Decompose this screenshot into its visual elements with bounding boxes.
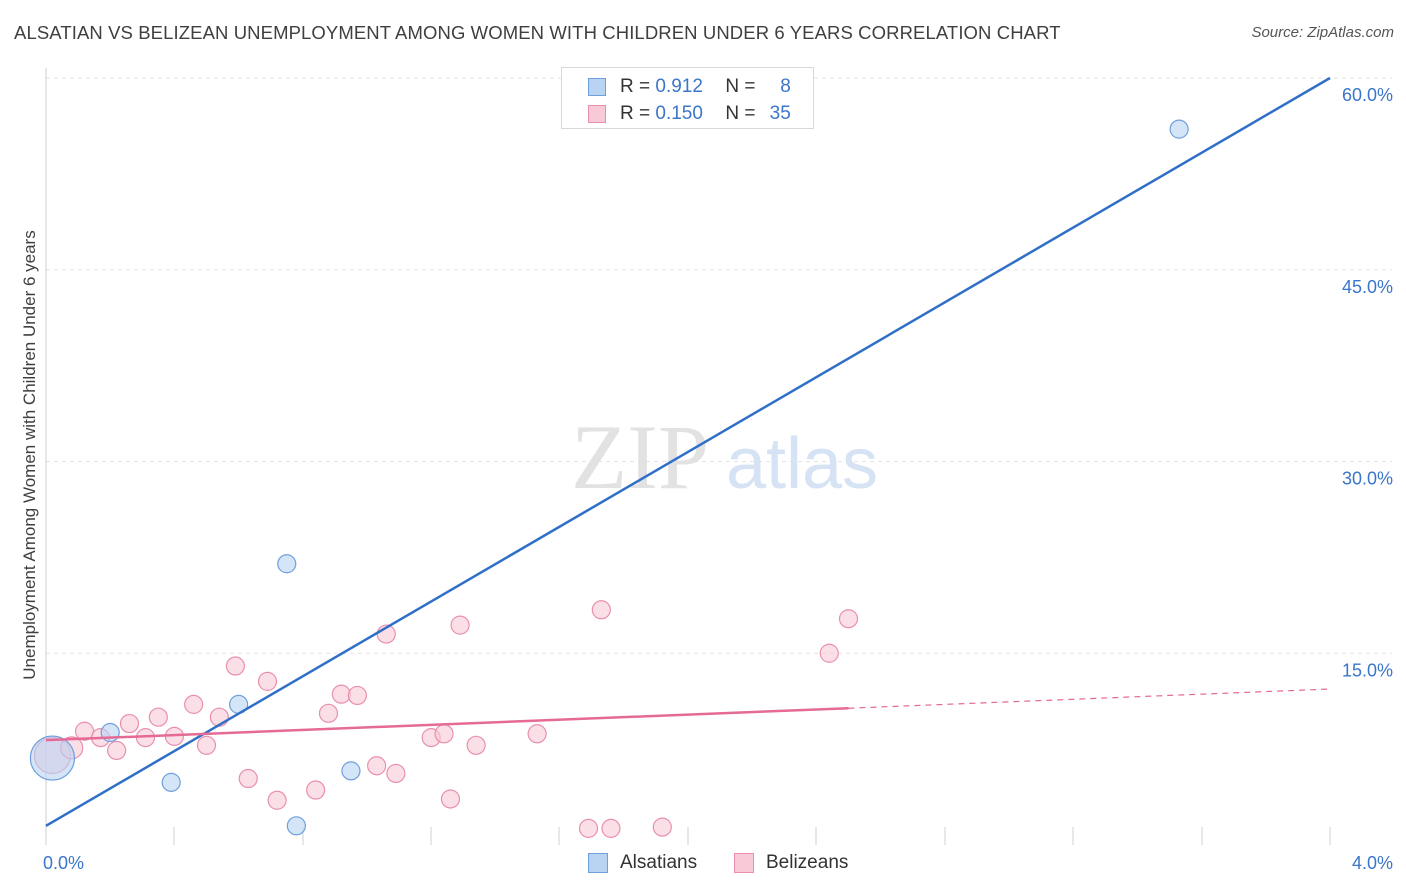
axis-layer bbox=[45, 68, 1331, 845]
legend-n-label: N = bbox=[725, 103, 756, 124]
y-tick-label: 30.0% bbox=[1342, 469, 1393, 489]
legend-r-value: 0.912 bbox=[655, 76, 703, 97]
belizean-point bbox=[578, 818, 599, 838]
series-label-belizeans: Belizeans bbox=[766, 852, 849, 873]
belizean-point bbox=[527, 724, 547, 744]
belizean-trend-line bbox=[45, 706, 849, 742]
legend-r-value: 0.150 bbox=[655, 103, 703, 124]
belizean-point bbox=[267, 790, 287, 810]
belizean-point bbox=[347, 685, 367, 706]
belizean-point bbox=[119, 713, 140, 734]
belizean-point bbox=[148, 707, 168, 727]
belizean-point bbox=[318, 703, 339, 723]
chart-source: Source: ZipAtlas.com bbox=[1251, 24, 1394, 41]
belizean-point bbox=[450, 615, 470, 635]
series-swatch-belizeans bbox=[734, 853, 754, 873]
x-tick-label-min: 0.0% bbox=[43, 853, 84, 873]
belizean-point bbox=[434, 724, 454, 744]
points-layer bbox=[29, 119, 1189, 838]
alsatian-point bbox=[286, 816, 306, 836]
belizean-point bbox=[386, 763, 406, 784]
legend-row-belizeans: R = 0.150 N = 35 bbox=[588, 103, 791, 125]
y-tick-label: 15.0% bbox=[1342, 660, 1393, 680]
series-legend: Alsatians Belizeans bbox=[0, 852, 1406, 876]
belizean-point bbox=[819, 643, 839, 663]
belizean-point bbox=[591, 600, 611, 620]
belizean-point bbox=[331, 684, 351, 704]
legend-n-value: 35 bbox=[769, 103, 791, 124]
x-tick-label-max: 4.0% bbox=[1352, 853, 1393, 873]
watermark: ZIP atlas bbox=[571, 406, 878, 508]
belizean-point bbox=[107, 740, 127, 761]
series-legend-belizeans: Belizeans bbox=[734, 852, 848, 874]
legend-r-label: R = bbox=[620, 76, 651, 97]
legend-n-value: 8 bbox=[780, 76, 791, 97]
legend-row-alsatians: R = 0.912 N = 8 bbox=[588, 76, 791, 98]
alsatian-point bbox=[277, 554, 297, 574]
belizean-point bbox=[196, 735, 217, 755]
grid-layer bbox=[46, 77, 1392, 654]
y-tick-label: 60.0% bbox=[1342, 85, 1393, 105]
alsatian-trend-line bbox=[45, 76, 1331, 827]
belizean-trend-extension bbox=[848, 688, 1331, 709]
belizean-point bbox=[184, 694, 204, 714]
watermark-atlas: atlas bbox=[726, 424, 878, 504]
watermark-zip: ZIP bbox=[571, 406, 709, 508]
belizean-point bbox=[838, 609, 859, 629]
belizean-point bbox=[466, 735, 486, 755]
legend-swatch-belizeans bbox=[588, 105, 606, 123]
alsatian-point bbox=[341, 761, 361, 781]
tick-labels: 15.0% 30.0% 45.0% 60.0% 0.0% 4.0% bbox=[43, 85, 1393, 873]
belizean-point bbox=[306, 780, 326, 800]
series-label-alsatians: Alsatians bbox=[620, 852, 698, 873]
belizean-point bbox=[238, 768, 258, 789]
chart-title: ALSATIAN VS BELIZEAN UNEMPLOYMENT AMONG … bbox=[14, 22, 1061, 43]
series-legend-alsatians: Alsatians bbox=[588, 852, 697, 874]
correlation-legend: R = 0.912 N = 8 R = 0.150 N = 35 bbox=[561, 67, 814, 129]
legend-n-label: N = bbox=[725, 76, 756, 97]
trend-layer bbox=[45, 76, 1331, 827]
alsatian-point bbox=[1169, 119, 1189, 139]
alsatian-point bbox=[29, 735, 76, 781]
belizean-point bbox=[257, 671, 278, 691]
y-tick-label: 45.0% bbox=[1342, 277, 1393, 297]
series-swatch-alsatians bbox=[588, 853, 608, 873]
belizean-point bbox=[601, 818, 621, 838]
belizean-point bbox=[225, 656, 245, 676]
legend-swatch-alsatians bbox=[588, 78, 606, 96]
alsatian-point bbox=[161, 772, 181, 792]
belizean-point bbox=[652, 817, 672, 837]
belizean-point bbox=[367, 756, 387, 776]
belizean-point bbox=[440, 789, 461, 809]
legend-r-label: R = bbox=[620, 103, 651, 124]
